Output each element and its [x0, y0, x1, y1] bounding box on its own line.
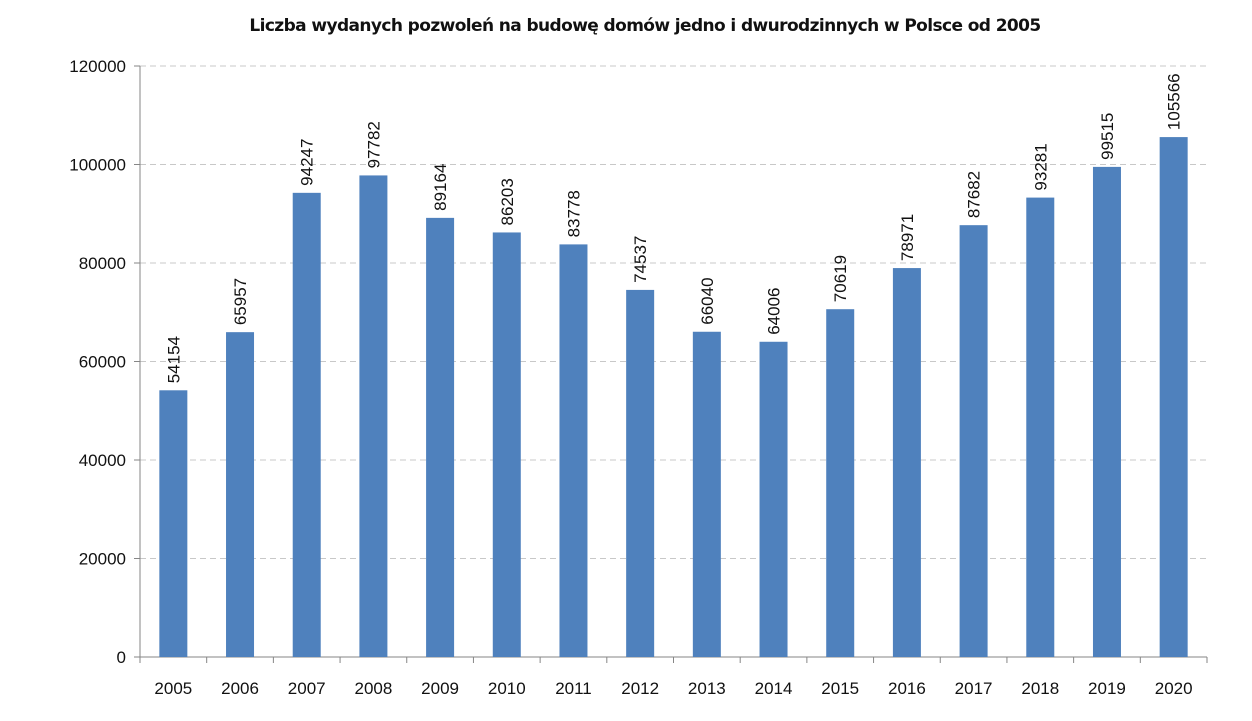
y-tick-label: 40000: [79, 451, 126, 470]
data-label: 78971: [898, 214, 917, 261]
x-tick-label: 2009: [421, 679, 459, 698]
x-tick-label: 2014: [755, 679, 793, 698]
x-tick-label: 2012: [621, 679, 659, 698]
bar: [626, 289, 655, 657]
y-tick-label: 100000: [69, 156, 126, 175]
x-tick-label: 2008: [354, 679, 392, 698]
gridlines: [140, 65, 1207, 559]
x-tick-label: 2013: [688, 679, 726, 698]
bar: [1159, 137, 1188, 657]
bar: [892, 268, 921, 657]
bar: [226, 332, 255, 657]
y-tick-label: 80000: [79, 254, 126, 273]
x-tick-label: 2010: [488, 679, 526, 698]
x-tick-label: 2018: [1021, 679, 1059, 698]
bar: [559, 244, 588, 657]
data-label: 70619: [831, 255, 850, 302]
bar: [292, 192, 321, 657]
x-tick-label: 2011: [555, 679, 592, 698]
bar: [159, 390, 188, 657]
chart-title: Liczba wydanych pozwoleń na budowę domów…: [249, 16, 1041, 36]
x-tick-label: 2020: [1155, 679, 1193, 698]
data-label: 74537: [631, 236, 650, 283]
x-tick-label: 2005: [154, 679, 192, 698]
x-tick-label: 2019: [1088, 679, 1126, 698]
data-label: 86203: [498, 178, 517, 225]
data-label: 93281: [1031, 143, 1050, 190]
y-tick-label: 120000: [69, 57, 126, 76]
bar: [426, 217, 455, 657]
data-label: 66040: [698, 277, 717, 324]
bar: [759, 341, 788, 657]
data-label: 105566: [1165, 73, 1184, 130]
y-tick-label: 0: [117, 648, 126, 667]
data-label: 89164: [431, 164, 450, 211]
x-tick-label: 2015: [821, 679, 859, 698]
data-label: 64006: [765, 287, 784, 334]
data-label: 97782: [364, 121, 383, 168]
data-labels: 54154 65957 94247 97782 89164 86203 83778 74537…: [164, 73, 1183, 383]
x-tick-label: 2007: [288, 679, 326, 698]
data-label: 83778: [564, 190, 583, 237]
bar: [492, 232, 521, 657]
data-label: 65957: [231, 278, 250, 325]
data-label: 99515: [1098, 113, 1117, 160]
bar: [692, 331, 721, 657]
x-tick-label: 2006: [221, 679, 259, 698]
y-tick-label: 20000: [79, 550, 126, 569]
y-tick-label: 60000: [79, 353, 126, 372]
data-label: 87682: [965, 171, 984, 218]
bar: [1026, 197, 1055, 658]
bar: [959, 225, 988, 658]
x-tick-label: 2017: [955, 679, 993, 698]
x-tick-label: 2016: [888, 679, 926, 698]
tick-labels: 0 20000 40000 60000 80000 100000 120000 2005 200…: [69, 57, 1192, 698]
data-label: 54154: [164, 336, 183, 383]
bars: [159, 137, 1188, 658]
data-label: 94247: [298, 139, 317, 186]
bar: [359, 175, 388, 657]
bar: [1092, 166, 1121, 658]
bar: [826, 309, 855, 657]
